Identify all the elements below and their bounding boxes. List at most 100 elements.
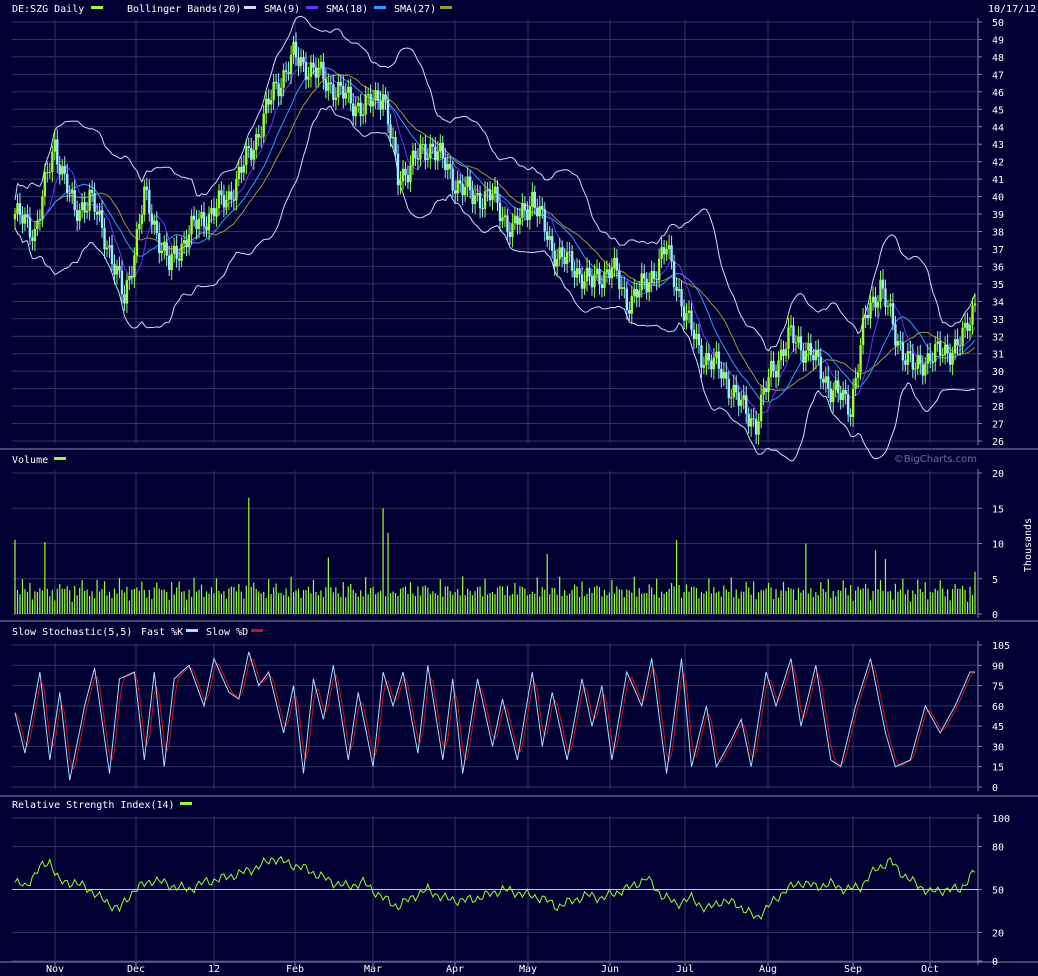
candle-body: [31, 237, 34, 242]
volume-bar: [633, 576, 635, 614]
candle-body: [419, 144, 422, 160]
volume-bar: [797, 587, 800, 614]
volume-bar: [847, 595, 849, 614]
volume-bar: [869, 600, 872, 614]
volume-bar: [874, 550, 877, 614]
volume-bar: [708, 578, 710, 614]
candle-body: [924, 363, 927, 376]
candle-body: [600, 284, 604, 289]
candle-body: [789, 325, 793, 328]
candle-body: [180, 243, 183, 261]
candle-body: [36, 220, 39, 230]
volume-bar: [942, 588, 944, 614]
volume-bar: [59, 583, 61, 614]
volume-bar: [151, 599, 153, 614]
volume-bar: [723, 585, 725, 614]
y-tick-label: 37: [992, 245, 1004, 256]
y-tick-label: 10: [992, 540, 1004, 551]
volume-bar: [909, 601, 911, 614]
candle-body: [655, 278, 658, 280]
candle-body: [839, 392, 842, 400]
candle-body: [929, 353, 932, 362]
candle-body: [588, 267, 591, 277]
candle-body: [503, 215, 507, 218]
candle-body: [672, 261, 676, 287]
volume-bar: [133, 588, 135, 614]
candle-body: [827, 376, 830, 389]
candle-body: [225, 199, 228, 208]
volume-bar: [320, 590, 322, 614]
candle-body: [108, 245, 111, 248]
volume-bar: [559, 576, 561, 614]
candle-body: [185, 240, 188, 248]
volume-bar: [591, 592, 593, 614]
volume-bar: [452, 594, 454, 614]
x-tick-label: Nov: [46, 964, 64, 975]
volume-bar: [469, 590, 471, 614]
volume-bar: [121, 589, 123, 614]
price-ticker-label: DE:SZG Daily: [12, 4, 84, 15]
volume-bar: [621, 589, 623, 614]
volume-bar: [307, 586, 310, 614]
candle-body: [846, 394, 850, 415]
volume-bar: [370, 587, 372, 614]
candle-body: [722, 372, 726, 379]
candle-body: [667, 245, 671, 250]
volume-bar: [623, 597, 625, 614]
volume-bar: [730, 577, 732, 614]
volume-bar: [434, 593, 436, 614]
candle-body: [787, 327, 790, 349]
volume-bar: [84, 590, 86, 614]
candle-body: [598, 269, 601, 285]
candle-body: [560, 247, 564, 257]
candle-body: [580, 274, 584, 289]
volume-bar: [273, 587, 275, 614]
stochastic-slowd-line: [14, 657, 976, 770]
candle-body: [461, 183, 464, 196]
candle-body: [426, 158, 430, 160]
candle-body: [389, 124, 392, 139]
volume-bar: [31, 599, 34, 614]
volume-bar: [342, 582, 344, 614]
candle-body: [926, 353, 929, 364]
candle-body: [759, 394, 763, 422]
volume-bar: [578, 596, 581, 614]
candle-body: [120, 270, 124, 295]
y-tick-label: 20: [992, 469, 1004, 480]
candle-body: [277, 83, 280, 97]
candle-body: [463, 186, 467, 196]
volume-bar: [546, 554, 548, 614]
y-tick-label: 39: [992, 210, 1004, 221]
candle-body: [665, 249, 668, 255]
volume-bar: [66, 586, 68, 614]
candle-body: [744, 395, 748, 414]
volume-bar: [889, 591, 892, 614]
candle-body: [814, 349, 818, 361]
volume-bar: [748, 587, 750, 614]
volume-bar: [680, 598, 683, 614]
candle-body: [633, 289, 636, 296]
y-tick-label: 5: [992, 575, 998, 586]
candle-body: [481, 208, 484, 210]
volume-bar: [867, 588, 869, 614]
candle-body: [670, 245, 673, 262]
candle-body: [538, 206, 541, 217]
candle-body: [710, 360, 713, 370]
candle-body: [364, 94, 367, 115]
candle-body: [384, 94, 387, 100]
candle-body: [28, 217, 32, 238]
y-tick-label: 27: [992, 420, 1004, 431]
volume-bar: [255, 588, 257, 614]
volume-bar: [526, 595, 528, 614]
candle-body: [608, 269, 611, 279]
volume-bar: [422, 586, 424, 614]
y-tick-label: 48: [992, 53, 1004, 64]
watermark: ©BigCharts.com: [894, 454, 977, 465]
volume-bar: [158, 588, 160, 614]
volume-bar: [153, 587, 155, 614]
candle-body: [217, 190, 221, 209]
stochastic-fastk-line: [14, 651, 975, 781]
volume-bar: [462, 576, 464, 614]
candle-body: [347, 86, 350, 93]
candle-body: [652, 270, 656, 279]
